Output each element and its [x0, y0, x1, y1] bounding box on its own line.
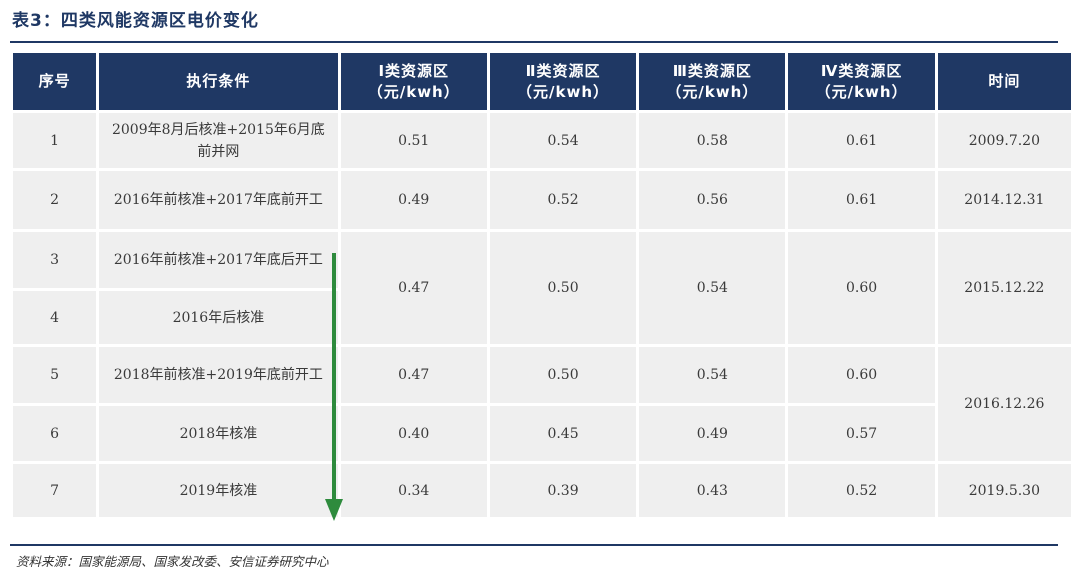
cell-zone-4: 0.61 [788, 113, 934, 168]
cell-index: 1 [13, 113, 96, 168]
cell-condition: 2016年前核准+2017年底后开工 [99, 232, 337, 288]
table-row: 2 2016年前核准+2017年底前开工 0.49 0.52 0.56 0.61… [13, 171, 1071, 229]
header-zone-2-label: Ⅱ类资源区 [526, 62, 601, 80]
cell-index: 7 [13, 464, 96, 517]
cell-index: 6 [13, 406, 96, 461]
cell-zone-1: 0.49 [341, 171, 487, 229]
cell-zone-3: 0.58 [639, 113, 785, 168]
cell-zone-2: 0.50 [490, 347, 636, 403]
cell-index: 3 [13, 232, 96, 288]
cell-zone-4: 0.61 [788, 171, 934, 229]
header-zone-1-label: Ⅰ类资源区 [378, 62, 449, 80]
cell-zone-4: 0.60 [788, 347, 934, 403]
header-zone-4-unit: （元/kwh） [816, 83, 908, 101]
cell-time: 2009.7.20 [938, 113, 1071, 168]
cell-zone-3: 0.54 [639, 347, 785, 403]
cell-condition: 2009年8月后核准+2015年6月底前并网 [99, 113, 337, 168]
cell-zone-2: 0.45 [490, 406, 636, 461]
cell-zone-2: 0.39 [490, 464, 636, 517]
cell-zone-2: 0.54 [490, 113, 636, 168]
table-row: 5 2018年前核准+2019年底前开工 0.47 0.50 0.54 0.60… [13, 347, 1071, 403]
cell-zone-1: 0.51 [341, 113, 487, 168]
cell-zone-4: 0.57 [788, 406, 934, 461]
source-note: 资料来源：国家能源局、国家发改委、安信证券研究中心 [16, 551, 329, 570]
cell-zone-3: 0.56 [639, 171, 785, 229]
cell-zone-4: 0.52 [788, 464, 934, 517]
cell-time: 2016.12.26 [938, 347, 1071, 461]
header-zone-4-label: Ⅳ类资源区 [821, 62, 902, 80]
cell-zone-2: 0.50 [490, 232, 636, 344]
cell-condition: 2019年核准 [99, 464, 337, 517]
cell-zone-4: 0.60 [788, 232, 934, 344]
table-row: 1 2009年8月后核准+2015年6月底前并网 0.51 0.54 0.58 … [13, 113, 1071, 168]
cell-index: 2 [13, 171, 96, 229]
title-rule [10, 41, 1058, 43]
cell-time: 2014.12.31 [938, 171, 1071, 229]
cell-zone-3: 0.54 [639, 232, 785, 344]
table-row: 3 2016年前核准+2017年底后开工 0.47 0.50 0.54 0.60… [13, 232, 1071, 288]
header-zone-4: Ⅳ类资源区 （元/kwh） [788, 53, 934, 110]
header-index: 序号 [13, 53, 96, 110]
cell-zone-2: 0.52 [490, 171, 636, 229]
header-zone-3-label: Ⅲ类资源区 [673, 62, 752, 80]
cell-condition: 2016年前核准+2017年底前开工 [99, 171, 337, 229]
cell-index: 4 [13, 291, 96, 344]
cell-index: 5 [13, 347, 96, 403]
header-zone-1-unit: （元/kwh） [368, 83, 460, 101]
cell-zone-1: 0.47 [341, 232, 487, 344]
cell-zone-1: 0.47 [341, 347, 487, 403]
tariff-table: 序号 执行条件 Ⅰ类资源区 （元/kwh） Ⅱ类资源区 （元/kwh） Ⅲ类资源区 （… [10, 50, 1074, 520]
cell-condition: 2016年后核准 [99, 291, 337, 344]
header-condition-label: 执行条件 [186, 72, 250, 90]
header-time-label: 时间 [988, 72, 1020, 90]
header-time: 时间 [938, 53, 1071, 110]
table-row: 6 2018年核准 0.40 0.45 0.49 0.57 [13, 406, 1071, 461]
cell-zone-3: 0.49 [639, 406, 785, 461]
cell-zone-3: 0.43 [639, 464, 785, 517]
cell-condition: 2018年前核准+2019年底前开工 [99, 347, 337, 403]
cell-zone-1: 0.40 [341, 406, 487, 461]
table-title: 表3：四类风能资源区电价变化 [12, 6, 259, 36]
header-row: 序号 执行条件 Ⅰ类资源区 （元/kwh） Ⅱ类资源区 （元/kwh） Ⅲ类资源区 （… [13, 53, 1071, 110]
header-index-label: 序号 [39, 72, 71, 90]
down-arrow-icon [322, 253, 346, 521]
cell-time: 2015.12.22 [938, 232, 1071, 344]
cell-condition: 2018年核准 [99, 406, 337, 461]
header-zone-2: Ⅱ类资源区 （元/kwh） [490, 53, 636, 110]
header-zone-1: Ⅰ类资源区 （元/kwh） [341, 53, 487, 110]
cell-time: 2019.5.30 [938, 464, 1071, 517]
cell-zone-1: 0.34 [341, 464, 487, 517]
footer-rule [10, 544, 1058, 546]
header-zone-2-unit: （元/kwh） [517, 83, 609, 101]
table-row: 7 2019年核准 0.34 0.39 0.43 0.52 2019.5.30 [13, 464, 1071, 517]
header-zone-3-unit: （元/kwh） [666, 83, 758, 101]
header-zone-3: Ⅲ类资源区 （元/kwh） [639, 53, 785, 110]
header-condition: 执行条件 [99, 53, 337, 110]
